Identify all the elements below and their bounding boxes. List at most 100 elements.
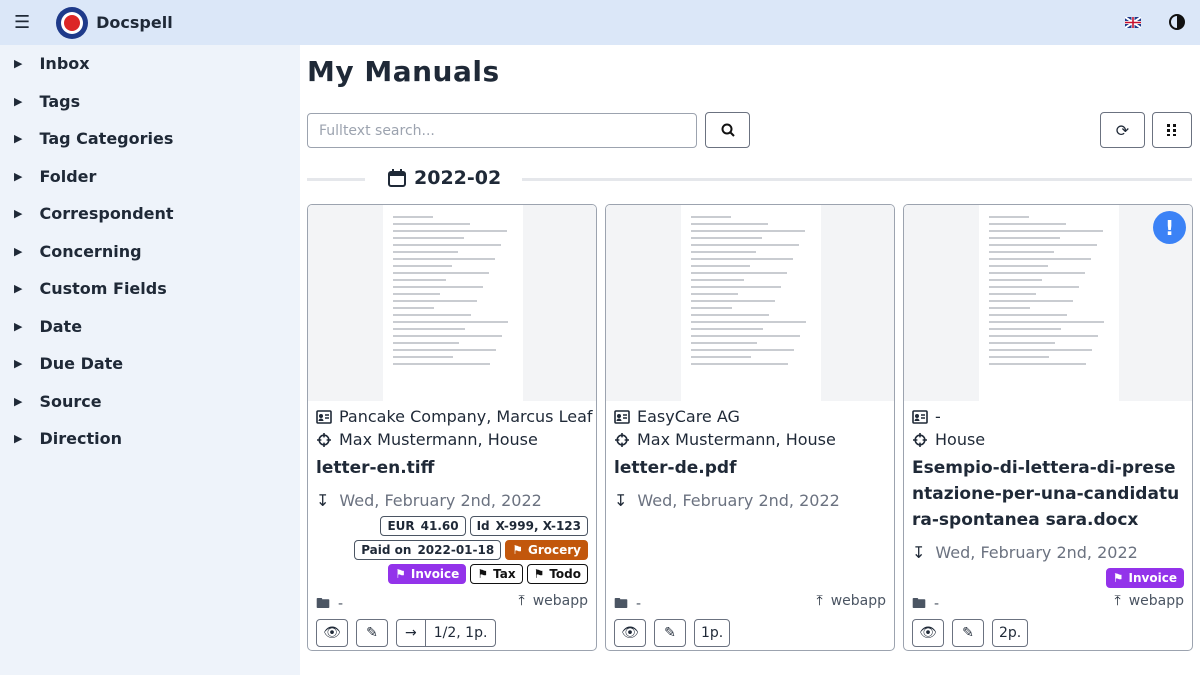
folder: 🖿 - — [912, 596, 940, 612]
folder: 🖿 - — [316, 596, 344, 612]
search-icon — [721, 123, 735, 137]
group-header: 2022-02 — [388, 167, 501, 189]
source: ⤒ webapp — [1114, 593, 1184, 609]
expand-arrow: ▶ — [14, 394, 23, 408]
language-flag[interactable] — [1125, 17, 1141, 28]
edit-button[interactable]: ✎ — [356, 619, 388, 647]
correspondent: EasyCare AG — [637, 407, 740, 426]
edit-button[interactable]: ✎ — [952, 619, 984, 647]
preview-page — [383, 205, 523, 401]
sidebar-item[interactable]: ▶ Due Date — [0, 345, 300, 383]
view-button[interactable] — [1152, 112, 1192, 148]
group-divider-right — [522, 178, 1192, 181]
sidebar-item[interactable]: ▶ Tags — [0, 83, 300, 121]
item-card[interactable]: Pancake Company, Marcus Leaf Max Musterma… — [307, 204, 597, 651]
item-card[interactable]: ! - House Esempio-di-lettera-di-presentazio… — [903, 204, 1193, 651]
page-info: 1/2, 1p. — [433, 625, 488, 641]
search-input[interactable]: Fulltext search... — [307, 113, 697, 148]
tag[interactable]: ⚑ Grocery — [505, 540, 588, 560]
source-name: webapp — [1128, 593, 1184, 609]
group-label: 2022-02 — [414, 167, 502, 189]
sidebar-item[interactable]: ▶ Concerning — [0, 233, 300, 271]
expand-arrow: ▶ — [14, 357, 23, 371]
tag[interactable]: ⚑ Invoice — [388, 564, 467, 584]
preview-button[interactable]: 👁 — [614, 619, 646, 647]
refresh-button[interactable]: ⟳ — [1100, 112, 1145, 148]
expand-arrow: ▶ — [14, 432, 23, 446]
source-name: webapp — [830, 593, 886, 609]
search-placeholder: Fulltext search... — [319, 122, 435, 139]
card-body: EasyCare AG Max Mustermann, House letter-d… — [606, 401, 894, 513]
card-footer: 🖿 - ⤒ webapp — [316, 593, 588, 617]
source: ⤒ webapp — [816, 593, 886, 609]
source-name: webapp — [532, 593, 588, 609]
sidebar-label: Date — [39, 316, 83, 336]
sidebar-item[interactable]: ▶ Folder — [0, 158, 300, 196]
custom-field: EUR 41.60 — [380, 516, 466, 536]
item-date: Wed, February 2nd, 2022 — [935, 542, 1138, 562]
concerning-row: Max Mustermann, House — [614, 428, 886, 451]
sidebar-item[interactable]: ▶ Custom Fields — [0, 270, 300, 308]
expand-arrow: ▶ — [14, 282, 23, 296]
preview — [308, 205, 596, 401]
new-badge: ! — [1153, 211, 1186, 244]
card-actions: 👁 ✎ → 1/2, 1p. — [316, 619, 497, 647]
correspondent-row: Pancake Company, Marcus Leaf — [316, 405, 593, 428]
card-body: Pancake Company, Marcus Leaf Max Musterma… — [308, 401, 596, 584]
field-label: Paid on — [361, 543, 412, 557]
preview-page — [979, 205, 1119, 401]
folder-name: - — [338, 596, 344, 612]
tag-name: Invoice — [410, 567, 460, 581]
date-row: ↧ Wed, February 2nd, 2022 — [614, 490, 840, 510]
sidebar-item[interactable]: ▶ Direction — [0, 420, 300, 458]
calendar-icon — [388, 169, 406, 187]
app-name[interactable]: Docspell — [96, 13, 173, 32]
item-date: Wed, February 2nd, 2022 — [339, 490, 542, 510]
preview-button[interactable]: 👁 — [912, 619, 944, 647]
search-button[interactable] — [705, 112, 750, 148]
concerning-row: Max Mustermann, House — [316, 428, 588, 451]
folder: 🖿 - — [614, 596, 642, 612]
card-actions: 👁 ✎ 1p. — [614, 619, 731, 647]
card-actions: 👁 ✎ 2p. — [912, 619, 1029, 647]
correspondent-row: - — [912, 405, 1184, 428]
sidebar-item[interactable]: ▶ Correspondent — [0, 195, 300, 233]
card-footer: 🖿 - ⤒ webapp — [614, 593, 886, 617]
page-info[interactable]: 2p. — [992, 619, 1029, 647]
page-info[interactable]: 1p. — [694, 619, 731, 647]
sidebar-label: Concerning — [39, 241, 142, 261]
correspondent-row: EasyCare AG — [614, 405, 886, 428]
card-body: - House Esempio-di-lettera-di-presentazion… — [904, 401, 1192, 588]
sidebar: ▶ Inbox ▶ Tags ▶ Tag Categories ▶ Folder ▶ Corres… — [0, 45, 300, 675]
preview-button[interactable]: 👁 — [316, 619, 348, 647]
date-row: ↧ Wed, February 2nd, 2022 — [912, 542, 1138, 562]
menu-button[interactable]: ☰ — [14, 12, 31, 33]
sidebar-label: Tag Categories — [39, 129, 174, 149]
preview-page — [681, 205, 821, 401]
attachment-nav[interactable]: → 1/2, 1p. — [396, 619, 497, 647]
sidebar-label: Source — [39, 391, 102, 411]
top-bar: ☰ Docspell — [0, 0, 1200, 45]
sidebar-label: Custom Fields — [39, 279, 167, 299]
item-date: Wed, February 2nd, 2022 — [637, 490, 840, 510]
tag[interactable]: ⚑ Invoice — [1105, 568, 1184, 588]
item-name: Esempio-di-lettera-di-presentazione-per-… — [912, 458, 1180, 530]
concerning: House — [935, 430, 986, 449]
sidebar-item[interactable]: ▶ Tag Categories — [0, 120, 300, 158]
sidebar-item[interactable]: ▶ Inbox — [0, 45, 300, 83]
sidebar-item[interactable]: ▶ Source — [0, 383, 300, 421]
edit-button[interactable]: ✎ — [654, 619, 686, 647]
tag-name: Todo — [549, 567, 581, 581]
folder-name: - — [636, 596, 642, 612]
tag[interactable]: ⚑ Todo — [526, 564, 588, 584]
item-card[interactable]: EasyCare AG Max Mustermann, House letter-d… — [605, 204, 895, 651]
field-label: Id — [476, 519, 490, 533]
custom-field: Paid on 2022-01-18 — [354, 540, 502, 560]
expand-arrow: ▶ — [14, 57, 23, 71]
tag[interactable]: ⚑ Tax — [470, 564, 523, 584]
theme-toggle[interactable] — [1169, 14, 1185, 30]
sidebar-item[interactable]: ▶ Date — [0, 308, 300, 346]
expand-arrow: ▶ — [14, 207, 23, 221]
